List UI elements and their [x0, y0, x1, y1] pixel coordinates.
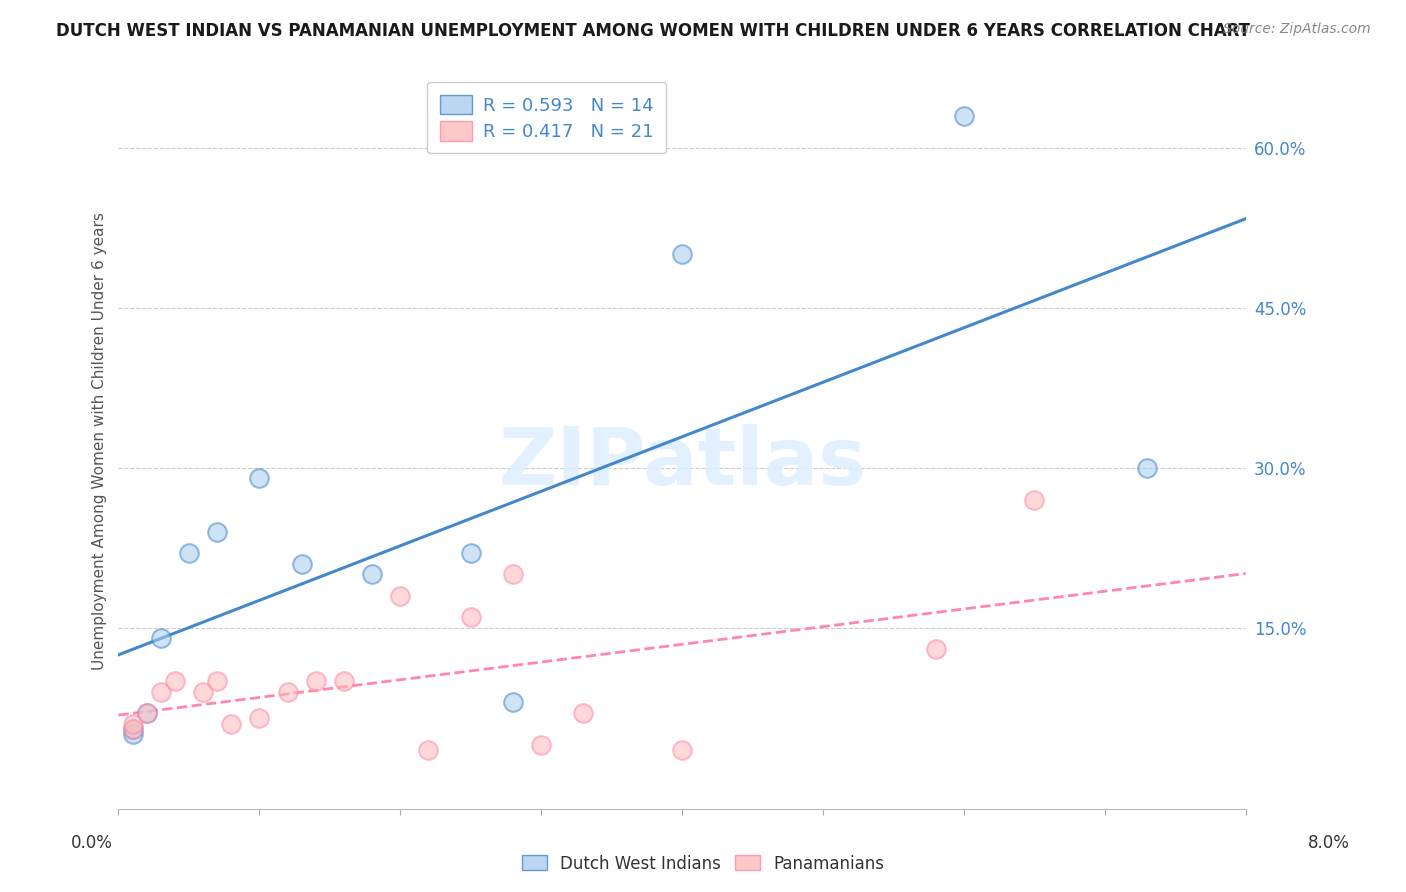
- Point: [333, 673, 356, 688]
- Point: [121, 722, 143, 736]
- Point: [1136, 460, 1159, 475]
- Point: [460, 546, 482, 560]
- Point: [163, 673, 186, 688]
- Point: [191, 684, 214, 698]
- Point: [418, 743, 440, 757]
- Point: [149, 632, 172, 646]
- Point: [121, 716, 143, 731]
- Point: [135, 706, 157, 720]
- Text: 0.0%: 0.0%: [70, 834, 112, 852]
- Point: [219, 716, 242, 731]
- Point: [925, 642, 948, 657]
- Point: [149, 684, 172, 698]
- Point: [247, 471, 270, 485]
- Point: [502, 567, 524, 582]
- Text: DUTCH WEST INDIAN VS PANAMANIAN UNEMPLOYMENT AMONG WOMEN WITH CHILDREN UNDER 6 Y: DUTCH WEST INDIAN VS PANAMANIAN UNEMPLOY…: [56, 22, 1250, 40]
- Legend: Dutch West Indians, Panamanians: Dutch West Indians, Panamanians: [516, 848, 890, 880]
- Point: [121, 727, 143, 741]
- Point: [277, 684, 299, 698]
- Point: [389, 589, 412, 603]
- Point: [177, 546, 200, 560]
- Point: [205, 673, 228, 688]
- Point: [291, 557, 314, 571]
- Point: [135, 706, 157, 720]
- Point: [460, 610, 482, 624]
- Point: [502, 695, 524, 709]
- Legend: R = 0.593   N = 14, R = 0.417   N = 21: R = 0.593 N = 14, R = 0.417 N = 21: [427, 82, 666, 153]
- Point: [530, 738, 553, 752]
- Point: [671, 247, 693, 261]
- Text: Source: ZipAtlas.com: Source: ZipAtlas.com: [1223, 22, 1371, 37]
- Point: [1024, 492, 1046, 507]
- Point: [953, 109, 976, 123]
- Point: [361, 567, 384, 582]
- Point: [205, 524, 228, 539]
- Text: 8.0%: 8.0%: [1308, 834, 1350, 852]
- Point: [305, 673, 328, 688]
- Point: [247, 711, 270, 725]
- Y-axis label: Unemployment Among Women with Children Under 6 years: Unemployment Among Women with Children U…: [93, 212, 107, 670]
- Point: [572, 706, 595, 720]
- Point: [121, 722, 143, 736]
- Text: ZIPatlas: ZIPatlas: [498, 424, 866, 502]
- Point: [671, 743, 693, 757]
